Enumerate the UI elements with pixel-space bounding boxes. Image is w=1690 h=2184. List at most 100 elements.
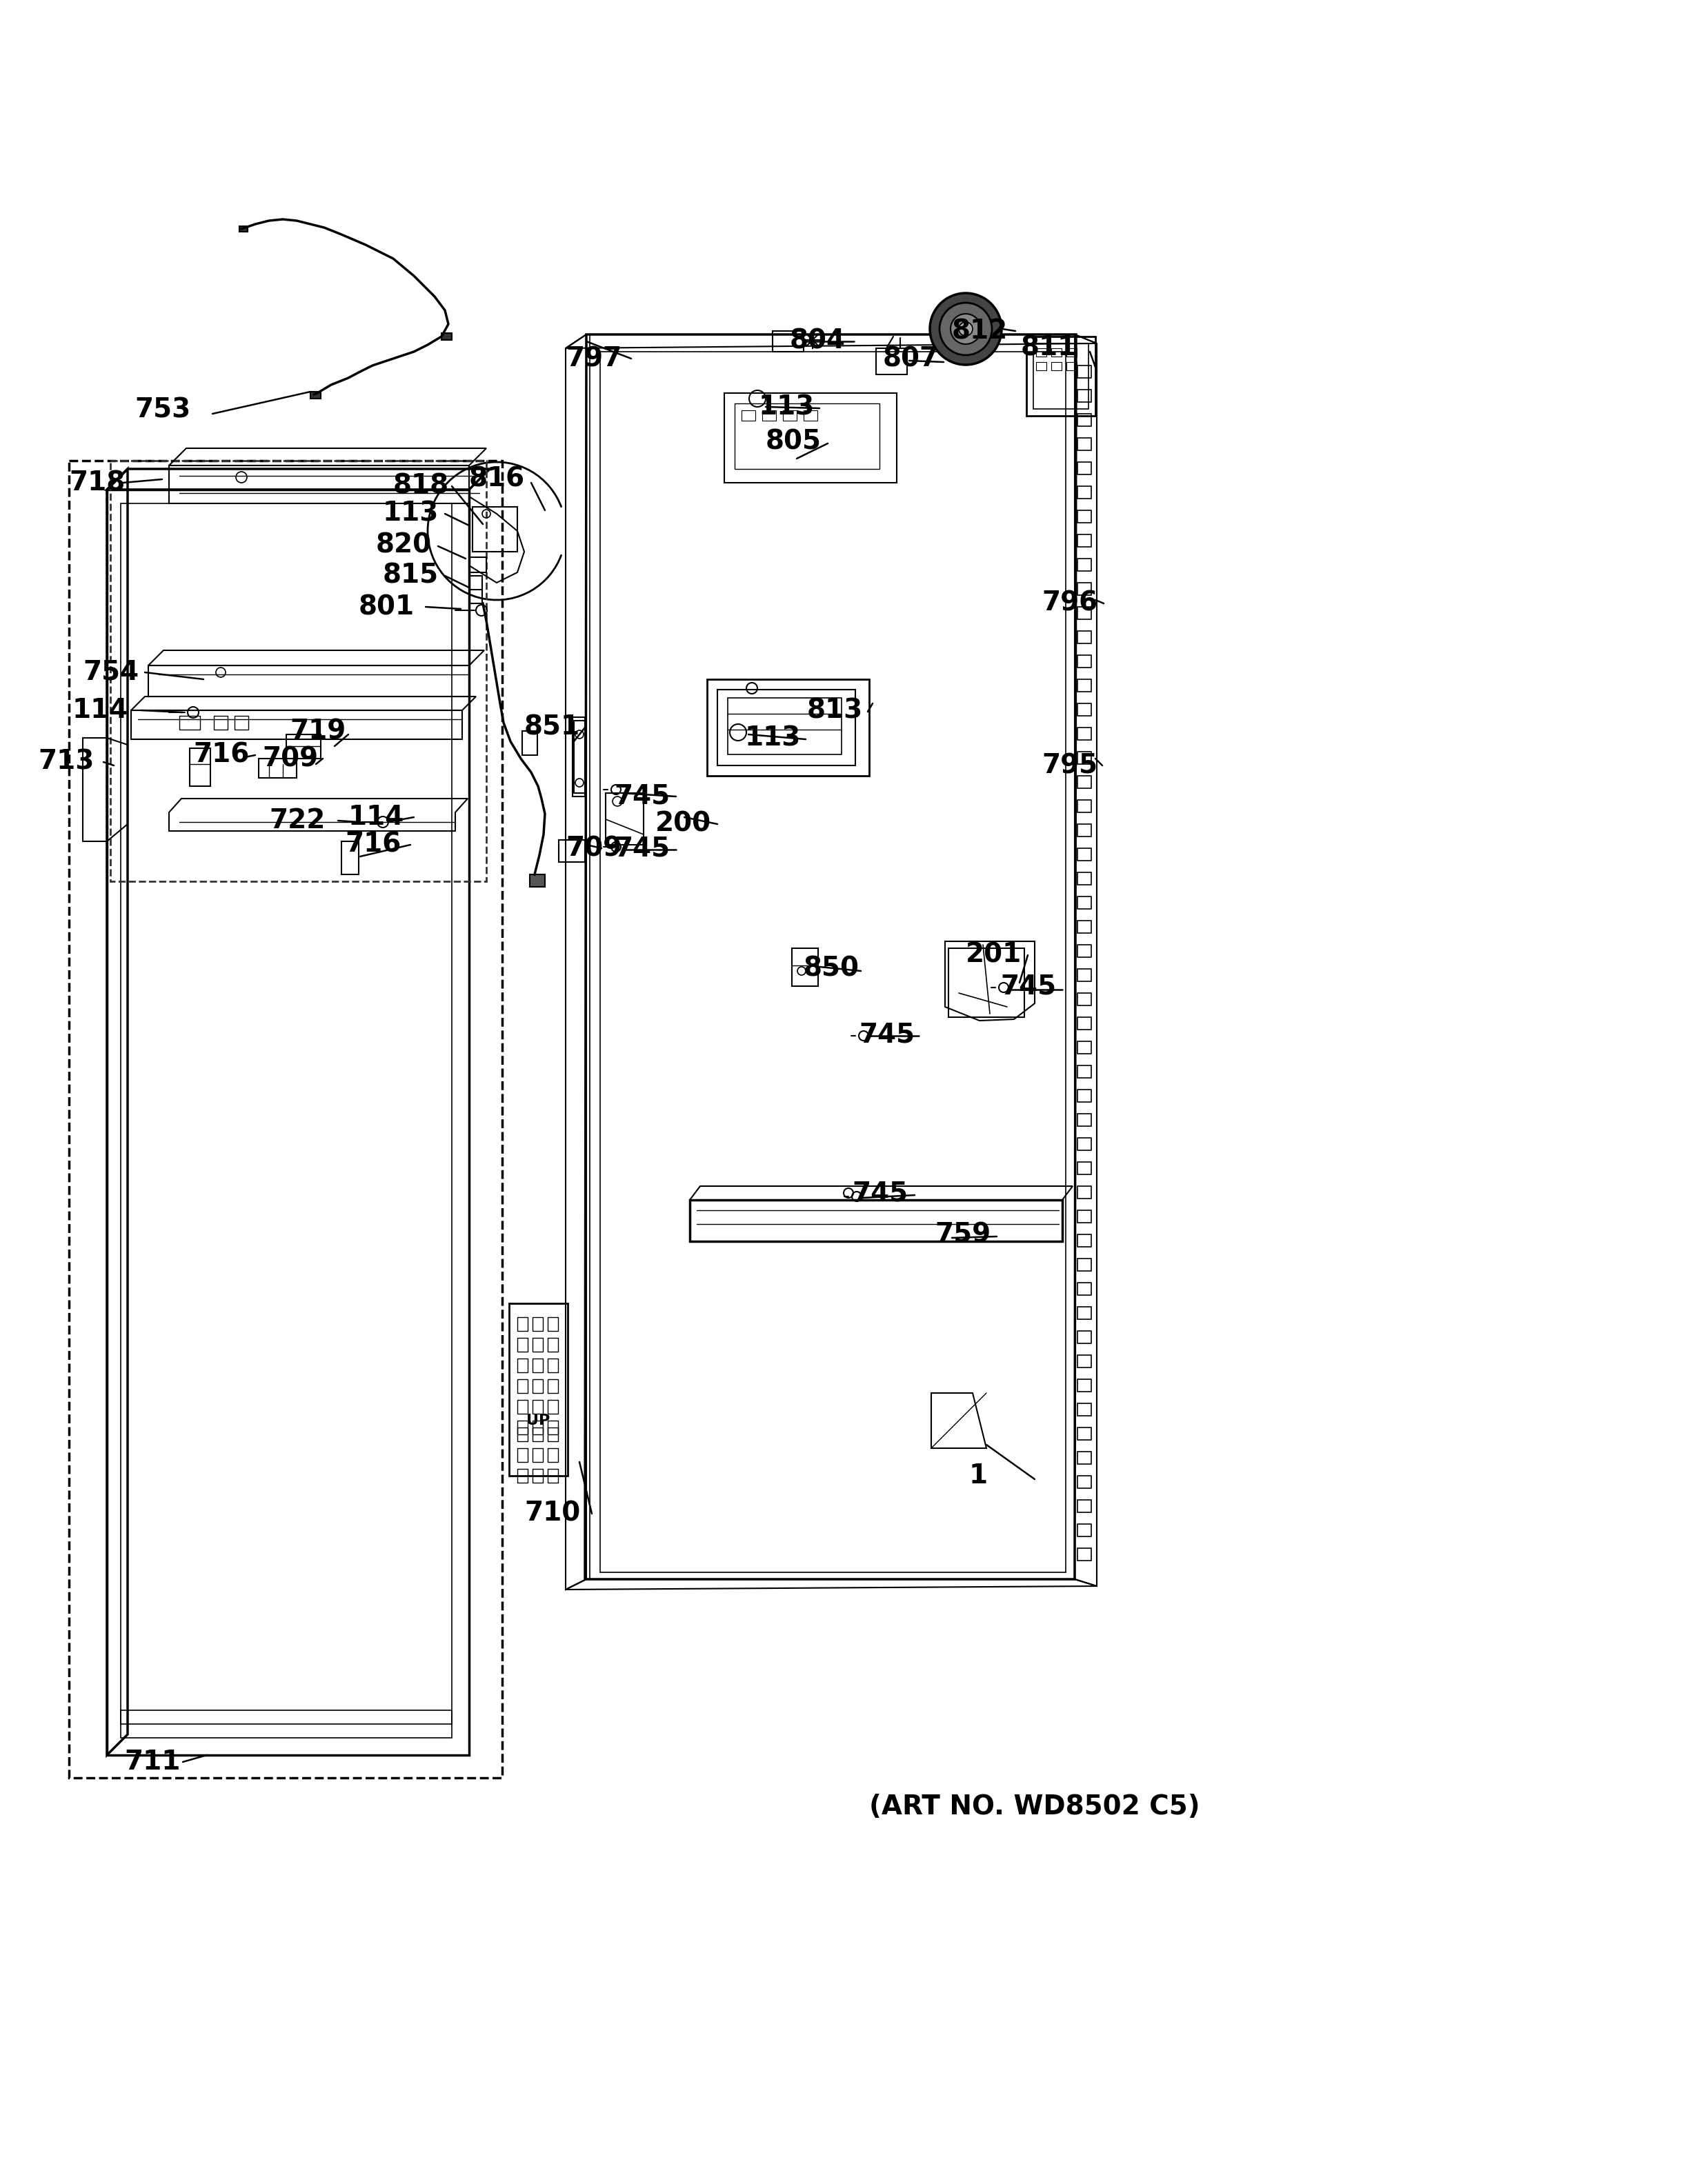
Bar [509,1304,568,1476]
Bar [1078,871,1092,885]
Bar [548,1470,558,1483]
Text: 759: 759 [935,1221,990,1247]
Bar [1078,1500,1092,1511]
Bar [235,716,248,729]
Text: 816: 816 [470,465,526,491]
Text: 200: 200 [656,810,711,836]
Bar [1078,847,1092,860]
Text: 818: 818 [394,474,450,500]
Bar [1078,1186,1092,1199]
Text: 718: 718 [69,470,125,496]
Text: 709: 709 [262,745,318,771]
Bar [1078,727,1092,740]
Bar [559,841,585,863]
Bar [1078,703,1092,716]
Bar [548,1448,558,1461]
Bar [1078,1404,1092,1415]
Bar [1078,559,1092,570]
Bar [1078,1138,1092,1151]
Bar [772,332,804,352]
Bar [804,411,818,422]
Bar [1078,970,1092,981]
Bar [532,1428,542,1441]
Bar [1078,994,1092,1005]
Bar [1078,775,1092,788]
Bar [69,461,502,1778]
Text: 745: 745 [859,1022,914,1048]
Bar [1036,347,1046,356]
Text: 850: 850 [804,957,860,983]
Circle shape [950,314,980,345]
Bar [1078,1306,1092,1319]
Bar [1036,363,1046,371]
Text: 813: 813 [808,697,864,723]
Bar [1078,1330,1092,1343]
Bar [1066,363,1077,371]
Bar [517,1428,527,1441]
Text: 713: 713 [37,749,95,775]
Bar [1078,751,1092,764]
Bar [742,411,755,422]
Bar [517,1400,527,1413]
Bar [517,1448,527,1461]
Text: 113: 113 [384,500,439,526]
Text: 807: 807 [882,345,940,371]
Bar [1078,607,1092,620]
Bar [725,393,897,483]
Bar [1078,946,1092,957]
Text: 745: 745 [613,784,669,810]
Bar [548,1339,558,1352]
Bar [548,1380,558,1393]
Text: UP: UP [526,1413,549,1428]
Bar [875,347,908,373]
Bar [1078,1476,1092,1487]
Bar [149,666,470,697]
Bar [441,334,451,341]
Bar [1078,1114,1092,1127]
Text: 709: 709 [566,834,622,860]
Text: 716: 716 [193,743,248,769]
Bar [532,1380,542,1393]
Bar [575,721,585,793]
Circle shape [958,321,973,336]
Bar [1078,1162,1092,1175]
Bar [532,1420,542,1435]
Bar [1078,1282,1092,1295]
Bar [517,1380,527,1393]
Bar [179,716,199,729]
Bar [1078,631,1092,644]
Bar [532,1470,542,1483]
Circle shape [930,293,1002,365]
Bar [522,732,537,756]
Bar [1078,1042,1092,1053]
Text: 745: 745 [852,1179,908,1206]
Bar [532,1448,542,1461]
Bar [1078,389,1092,402]
Text: 796: 796 [1041,590,1097,616]
Bar [1078,1018,1092,1029]
Bar [286,734,321,758]
Bar [717,690,855,764]
Text: 797: 797 [566,345,622,371]
Bar [948,948,1024,1018]
Bar [470,557,487,572]
Bar [1078,365,1092,378]
Bar [1078,895,1092,909]
Bar [1078,1258,1092,1271]
Bar [548,1420,558,1435]
Bar [548,1358,558,1372]
Text: 201: 201 [965,941,1022,968]
Text: 745: 745 [613,834,669,860]
Bar [1051,347,1061,356]
Bar [1078,655,1092,668]
Bar [1051,363,1061,371]
Bar [1078,1548,1092,1562]
Text: 753: 753 [135,397,191,424]
Bar [782,411,796,422]
Bar [1078,1428,1092,1439]
Bar [548,1400,558,1413]
Bar [1078,439,1092,450]
Bar [517,1339,527,1352]
Bar [240,227,248,232]
Bar [1078,487,1092,498]
